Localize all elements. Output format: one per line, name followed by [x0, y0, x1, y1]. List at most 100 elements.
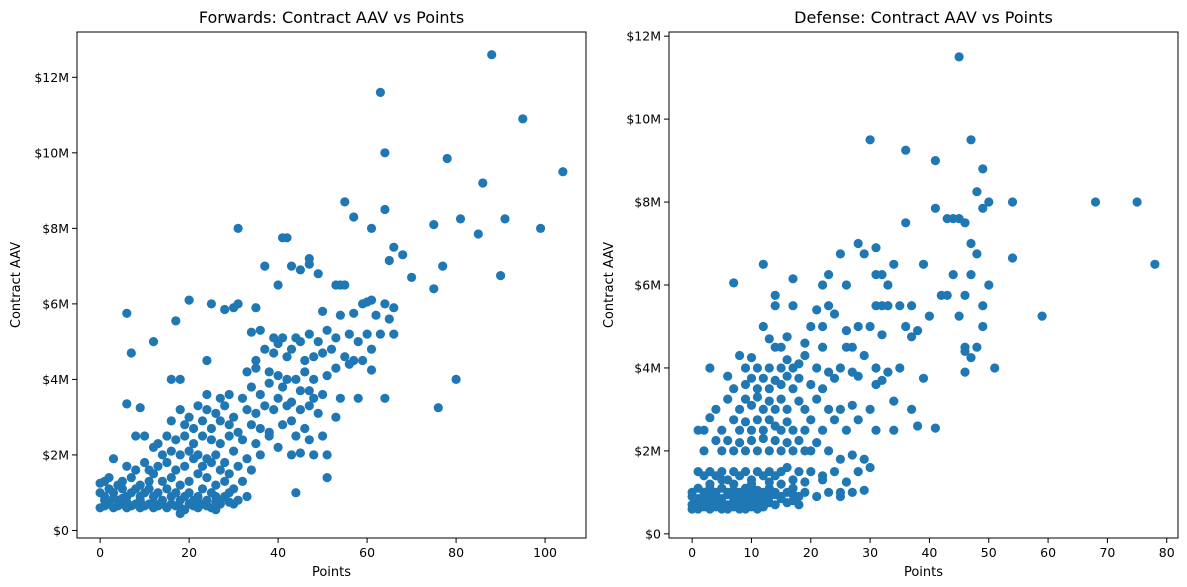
forwards-data-point [286, 261, 297, 271]
defense-data-point [853, 467, 863, 477]
forwards-data-point [175, 450, 185, 460]
defense-data-point [782, 404, 792, 414]
defense-data-point [966, 135, 976, 145]
forwards-data-point [233, 427, 243, 437]
forwards-data-point [140, 457, 150, 468]
defense-data-point [794, 396, 804, 406]
defense-data-point [758, 433, 768, 444]
defense-data-point [770, 290, 780, 300]
defense-data-point [729, 446, 739, 456]
forwards-data-point [148, 442, 159, 452]
defense-y-tick-label: $0 [645, 526, 661, 541]
defense-data-point [764, 384, 774, 394]
defense-data-point [954, 311, 964, 321]
forwards-y-tick-label: $4M [42, 372, 69, 387]
defense-data-point [776, 446, 786, 456]
forwards-data-point [135, 495, 145, 505]
forwards-data-point [237, 435, 248, 445]
defense-data-point [752, 384, 763, 394]
forwards-data-point [304, 329, 314, 339]
defense-data-point [746, 425, 757, 435]
forwards-data-point [193, 469, 203, 479]
forwards-data-point [166, 446, 176, 456]
forwards-data-point [340, 197, 350, 207]
forwards-data-point [398, 250, 408, 260]
defense-data-point [729, 415, 739, 425]
forwards-data-point [304, 386, 314, 396]
defense-data-point [835, 404, 846, 414]
forwards-data-point [175, 374, 185, 384]
forwards-data-point [371, 310, 381, 320]
defense-data-point [764, 363, 774, 373]
forwards-data-point [286, 344, 297, 354]
forwards-data-point [157, 450, 167, 460]
defense-data-point [853, 238, 863, 249]
forwards-data-point [126, 348, 136, 358]
forwards-data-point [344, 329, 354, 339]
forwards-data-point [264, 378, 274, 388]
forwards-data-point [282, 401, 292, 411]
defense-data-point [818, 280, 828, 290]
defense-x-tick-label: 50 [981, 545, 997, 560]
defense-chart: Defense: Contract AAV vs Points Points C… [602, 8, 1179, 580]
forwards-data-point [215, 439, 225, 449]
forwards-data-point [251, 408, 261, 418]
forwards-data-point [197, 461, 208, 471]
forwards-data-point [264, 367, 274, 377]
defense-x-tick-label: 80 [1159, 545, 1175, 560]
defense-data-point [954, 52, 964, 62]
defense-data-point [794, 467, 804, 477]
defense-data-point [930, 423, 941, 433]
forwards-data-point [233, 299, 243, 309]
defense-data-point [812, 363, 822, 373]
defense-data-point [735, 350, 745, 361]
defense-data-point [901, 145, 911, 155]
defense-data-point [806, 415, 816, 425]
forwards-data-point [126, 473, 136, 483]
forwards-data-point [429, 220, 439, 230]
defense-data-point [794, 435, 804, 446]
forwards-data-point [202, 473, 212, 483]
defense-data-point [758, 404, 768, 414]
forwards-data-point [300, 423, 310, 434]
defense-data-point [764, 477, 774, 487]
forwards-data-point [251, 363, 261, 373]
defense-data-point [788, 274, 798, 284]
defense-data-point [835, 363, 846, 373]
defense-data-point [824, 404, 834, 414]
forwards-data-point [278, 382, 288, 392]
forwards-data-point [246, 420, 256, 430]
forwards-data-point [224, 431, 234, 441]
defense-data-point [1090, 197, 1101, 207]
forwards-data-point [389, 242, 399, 252]
forwards-data-point [264, 431, 274, 441]
defense-data-point [782, 417, 792, 427]
defense-data-point [758, 425, 768, 435]
forwards-data-point [229, 412, 239, 422]
defense-data-point [966, 238, 976, 249]
defense-data-point [705, 479, 715, 489]
defense-data-point [847, 487, 857, 497]
defense-data-point [889, 425, 899, 435]
forwards-data-point [375, 87, 385, 97]
forwards-data-point [153, 461, 163, 471]
defense-x-tick-label: 70 [1099, 545, 1115, 560]
forwards-data-point [255, 325, 265, 335]
defense-chart-title: Defense: Contract AAV vs Points [794, 8, 1053, 27]
defense-data-point [859, 485, 869, 495]
forwards-data-point [122, 497, 132, 507]
forwards-data-point [242, 491, 252, 502]
forwards-data-point [104, 473, 114, 483]
forwards-data-point [153, 488, 163, 498]
defense-data-point [752, 363, 763, 373]
forwards-data-point [166, 416, 176, 426]
forwards-y-tick-label: $0 [53, 523, 69, 538]
defense-data-point [764, 334, 774, 344]
defense-x-tick-label: 0 [688, 545, 696, 560]
forwards-data-point [335, 393, 345, 403]
forwards-data-point [340, 352, 350, 362]
defense-data-point [782, 371, 792, 381]
forwards-data-point [224, 389, 234, 400]
defense-y-tick-label: $8M [634, 195, 661, 210]
forwards-data-point [331, 333, 341, 343]
